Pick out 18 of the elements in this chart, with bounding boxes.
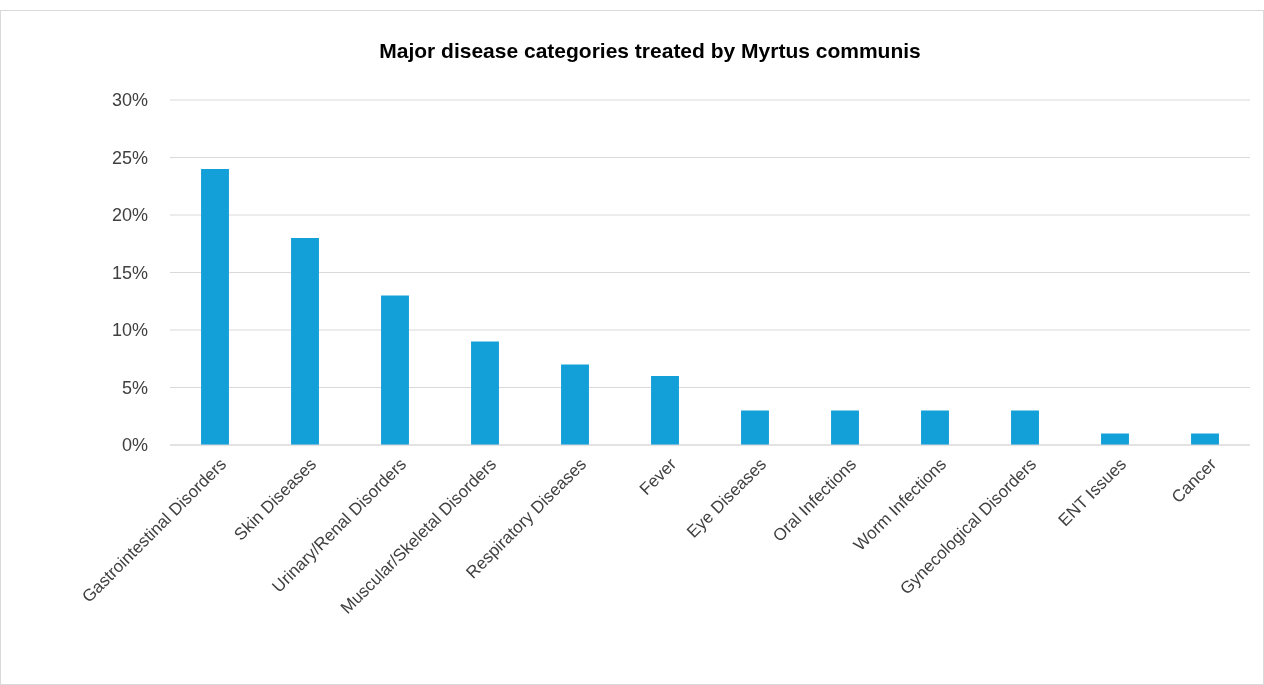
bar — [471, 341, 499, 445]
bar — [741, 410, 769, 445]
bar — [831, 410, 859, 445]
bar — [291, 238, 319, 445]
y-tick-label: 15% — [111, 262, 148, 283]
y-tick-label: 5% — [121, 377, 148, 398]
bar — [201, 169, 229, 445]
y-tick-label: 25% — [111, 147, 148, 168]
bar — [921, 410, 949, 445]
y-tick-label: 10% — [111, 320, 148, 341]
bar — [1011, 410, 1039, 445]
y-tick-label: 20% — [111, 205, 148, 226]
y-tick-label: 0% — [121, 435, 148, 456]
y-tick-label: 30% — [111, 90, 148, 111]
bar — [381, 295, 409, 445]
bar — [561, 364, 589, 445]
bar — [651, 376, 679, 445]
chart-title: Major disease categories treated by Myrtus communis — [379, 39, 921, 62]
